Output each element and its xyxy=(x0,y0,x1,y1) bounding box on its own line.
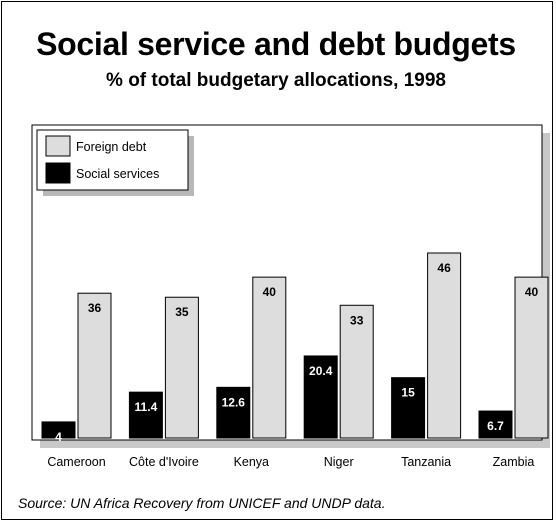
x-tick-label-cote-d-ivoire: Côte d'Ivoire xyxy=(129,455,199,469)
data-label-social-services-tanzania: 15 xyxy=(401,386,415,400)
bar-social-services-niger xyxy=(303,355,338,439)
legend-label-social-services: Social services xyxy=(76,167,159,181)
data-label-social-services-cote-d-ivoire: 11.4 xyxy=(135,400,158,414)
bar-foreign-debt-niger xyxy=(339,304,374,439)
data-label-social-services-kenya: 12.6 xyxy=(222,395,246,409)
data-label-social-services-cameroon: 4 xyxy=(55,430,62,444)
data-label-foreign-debt-niger: 33 xyxy=(350,313,364,327)
data-label-foreign-debt-tanzania: 46 xyxy=(437,261,451,275)
data-label-foreign-debt-kenya: 40 xyxy=(263,285,277,299)
bar-foreign-debt-cote-d-ivoire xyxy=(164,296,199,439)
data-label-foreign-debt-cameroon: 36 xyxy=(88,301,102,315)
bar-foreign-debt-zambia xyxy=(514,276,549,439)
legend-label-foreign-debt: Foreign debt xyxy=(76,140,147,154)
bar-social-services-cameroon xyxy=(41,421,76,439)
data-label-social-services-niger: 20.4 xyxy=(309,364,333,378)
bar-social-services-kenya xyxy=(216,386,251,439)
bar-social-services-zambia xyxy=(478,410,513,439)
x-tick-label-tanzania: Tanzania xyxy=(401,455,451,469)
bar-foreign-debt-tanzania xyxy=(427,252,462,439)
x-tick-label-kenya: Kenya xyxy=(234,455,269,469)
x-tick-label-cameroon: Cameroon xyxy=(47,455,105,469)
chart-subtitle: % of total budgetary allocations, 1998 xyxy=(106,70,446,91)
x-tick-label-zambia: Zambia xyxy=(493,455,535,469)
legend-swatch-foreign-debt xyxy=(45,135,71,157)
chart-title: Social service and debt budgets xyxy=(36,26,516,62)
bar-foreign-debt-kenya xyxy=(252,276,287,439)
bar-social-services-tanzania xyxy=(391,377,426,439)
chart-source: Source: UN Africa Recovery from UNICEF a… xyxy=(18,495,386,511)
x-tick-label-niger: Niger xyxy=(324,455,354,469)
bar-social-services-cote-d-ivoire xyxy=(128,391,163,439)
legend-swatch-social-services xyxy=(45,162,71,184)
data-label-social-services-zambia: 6.7 xyxy=(487,419,504,433)
data-label-foreign-debt-zambia: 40 xyxy=(525,285,539,299)
bar-foreign-debt-cameroon xyxy=(77,292,112,439)
data-label-foreign-debt-cote-d-ivoire: 35 xyxy=(175,305,189,319)
